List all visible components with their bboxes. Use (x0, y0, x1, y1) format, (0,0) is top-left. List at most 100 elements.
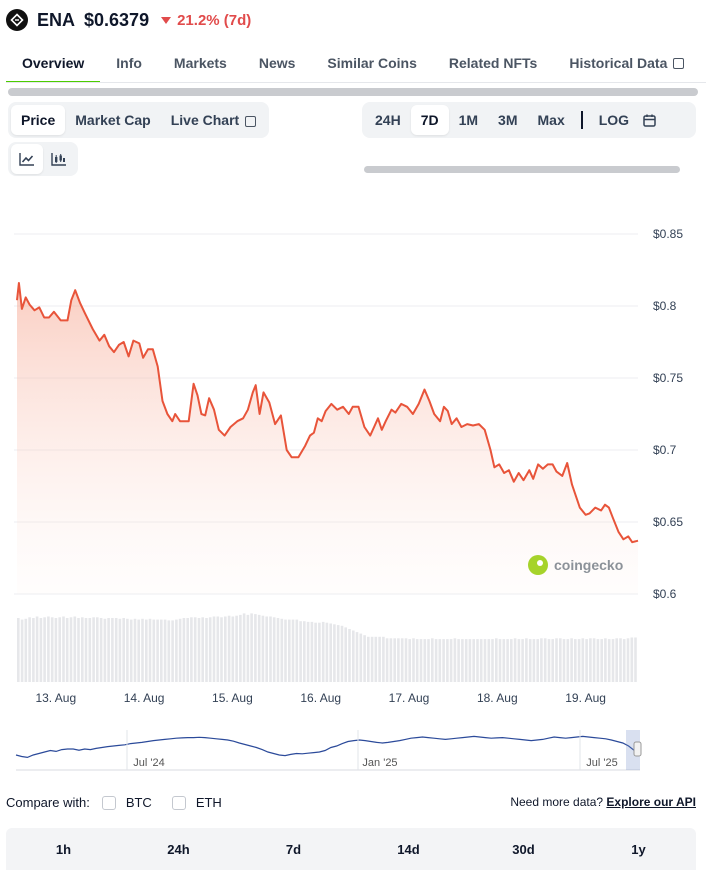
volume-bar (58, 617, 61, 682)
volume-bar (107, 618, 110, 682)
volume-bar (129, 619, 133, 682)
volume-bar (525, 638, 528, 682)
volume-bar (171, 620, 174, 682)
x-tick-label: 17. Aug (389, 691, 430, 705)
volume-bar (54, 618, 58, 682)
volume-bar (551, 639, 554, 682)
volume-bar (453, 638, 457, 682)
volume-bar (570, 638, 573, 682)
price-chart[interactable]: $0.85 $0.8 $0.75 $0.7 $0.65 $0.6 13. Aug 14. A… (0, 180, 706, 780)
volume-bar (329, 623, 332, 682)
volume-bar (50, 617, 54, 682)
btc-label: BTC (125, 795, 152, 810)
volume-bar (24, 618, 28, 682)
volume-bar (547, 639, 551, 682)
candlestick-button[interactable] (43, 144, 75, 174)
external-link-icon (673, 58, 685, 69)
tab-divider (6, 82, 706, 83)
col-14d: 14d (397, 841, 420, 857)
price-change-value: 21.2% (7d) (177, 11, 252, 29)
volume-bar (517, 639, 521, 682)
volume-bar (325, 622, 329, 682)
tab-news[interactable]: News (258, 55, 296, 71)
volume-bar (254, 614, 257, 682)
tab-info[interactable]: Info (116, 55, 142, 71)
volume-bar (340, 625, 344, 682)
btc-checkbox[interactable] (101, 795, 116, 810)
navigator-selection (626, 730, 640, 770)
volume-bar (84, 618, 88, 682)
volume-bar (77, 618, 80, 682)
tab-historical-data[interactable]: Historical Data (553, 50, 700, 83)
volume-bar (261, 615, 265, 682)
range-navigator[interactable]: Jul '24 Jan '25 Jul '25 (15, 730, 642, 771)
col-1h: 1h (55, 841, 72, 857)
volume-bar (175, 619, 178, 682)
volume-bar (442, 639, 445, 682)
volume-bar (242, 613, 246, 682)
volume-bar (449, 639, 453, 682)
volume-bar (43, 617, 46, 682)
coin-symbol: ENA (37, 9, 76, 30)
range-24h[interactable]: 24H (375, 112, 401, 128)
range-3m[interactable]: 3M (498, 112, 518, 128)
price-button[interactable]: Price (11, 105, 66, 135)
explore-api-link[interactable]: Explore our API (606, 795, 696, 809)
tab-related-nfts[interactable]: Related NFTs (448, 55, 538, 71)
volume-bar (397, 638, 400, 682)
coin-price: $0.6379 (84, 9, 150, 30)
volume-bar (17, 618, 20, 682)
volume-bar (20, 619, 24, 682)
volume-bar (532, 639, 536, 682)
range-max[interactable]: Max (537, 112, 565, 128)
volume-bar (370, 636, 374, 682)
volume-bar (359, 633, 363, 682)
live-chart-button[interactable]: Live Chart (161, 105, 266, 135)
volume-bar (99, 618, 103, 682)
tab-similar-coins[interactable]: Similar Coins (327, 55, 417, 71)
volume-bar (133, 618, 137, 682)
volume-bar (400, 638, 404, 682)
tab-overview[interactable]: Overview (6, 50, 101, 83)
candlestick-icon (51, 153, 66, 166)
volume-bar (152, 619, 156, 682)
tabs-scrollbar[interactable] (8, 88, 698, 96)
line-chart-button[interactable] (11, 144, 43, 174)
log-scale-button[interactable]: LOG (598, 112, 630, 128)
eth-checkbox[interactable] (171, 795, 186, 810)
price-change-table-header: 1h 24h 7d 14d 30d 1y (6, 828, 696, 870)
range-7d[interactable]: 7D (410, 105, 449, 135)
volume-bar (498, 639, 502, 682)
market-cap-button[interactable]: Market Cap (75, 112, 151, 128)
volume-bar (378, 636, 381, 682)
volume-bar (389, 638, 393, 682)
volume-bar (611, 639, 615, 682)
volume-bar (280, 618, 284, 682)
chart-type-toggle: Price Market Cap Live Chart (8, 102, 270, 138)
volume-bar (404, 638, 408, 682)
x-tick-label: 18. Aug (477, 691, 518, 705)
price-area (17, 283, 638, 594)
volume-bar (408, 639, 411, 682)
volume-bar (483, 639, 487, 682)
more-data-text: Need more data? (510, 795, 604, 809)
volume-bar (600, 639, 603, 682)
volume-bar (145, 619, 148, 682)
price-line (16, 282, 639, 544)
navigator-label: Jan '25 (362, 757, 397, 769)
calendar-button[interactable] (639, 105, 660, 135)
more-data: Need more data? Explore our API (510, 795, 696, 809)
volume-bar (227, 615, 231, 682)
volume-bar (585, 639, 588, 682)
volume-bar (216, 616, 220, 682)
volume-bar (306, 621, 310, 682)
volume-bar (193, 617, 197, 682)
volume-bar (528, 639, 532, 682)
volume-bar (224, 616, 227, 682)
volume-bar (521, 639, 524, 682)
volume-bar (476, 639, 479, 682)
range-1m[interactable]: 1M (458, 112, 479, 128)
tab-markets[interactable]: Markets (173, 55, 227, 71)
range-scrollbar[interactable] (364, 166, 680, 173)
volume-bar (62, 616, 65, 682)
